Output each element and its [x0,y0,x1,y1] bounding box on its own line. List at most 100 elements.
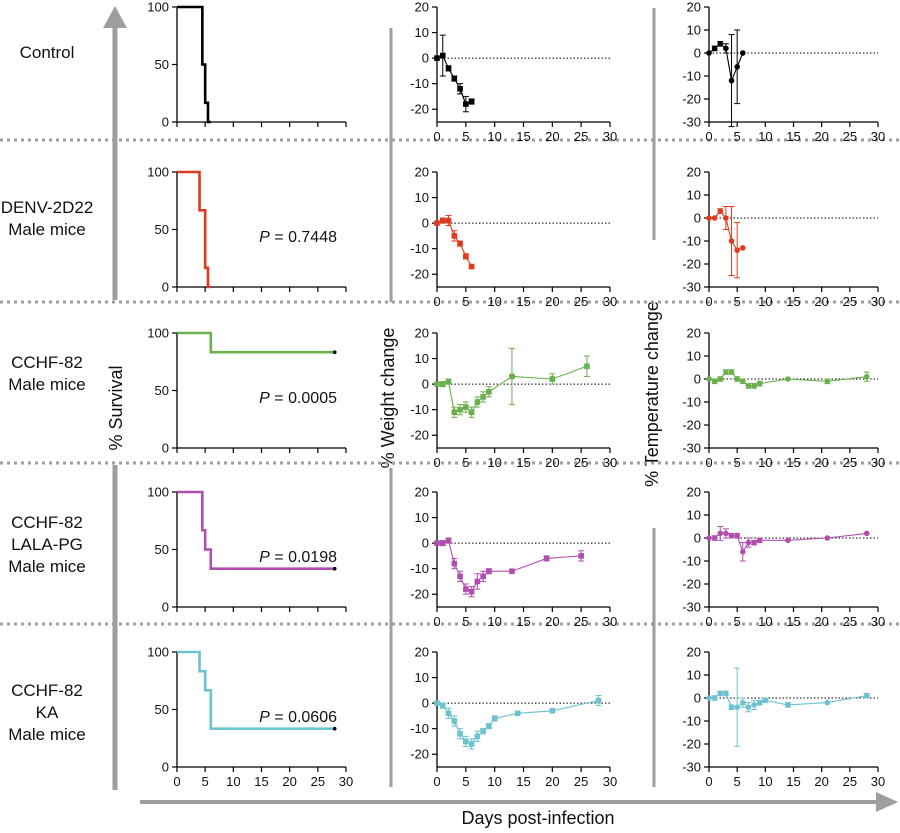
y-tick-label: -20 [682,257,701,272]
y-tick-label: 0 [694,372,701,387]
y-tick-label: -20 [682,577,701,592]
x-tick-label: 10 [487,614,501,629]
data-point [463,404,469,410]
p-value-label: P = 0.0005 [259,390,337,407]
x-tick-label: 0 [705,455,712,470]
x-tick-label: 30 [603,774,617,789]
data-point [734,532,740,539]
y-tick-label: 20 [687,485,701,500]
data-point [723,215,729,221]
panel-survival-row-4: 0 50 100 0 5 10 15 20 25 30 P = 0.0606 [147,645,353,790]
data-point [439,540,446,546]
data-point [740,378,746,385]
data-point [824,699,831,706]
data-point [439,702,446,709]
row-label-line: CCHF-82 [11,681,83,700]
data-point [723,369,729,375]
y-tick-label: 100 [147,0,169,15]
data-point [863,692,870,699]
y-tick-label: 50 [155,542,169,557]
x-tick-label: 5 [462,455,469,470]
data-point [509,373,515,380]
x-tick-label: 25 [843,774,857,789]
data-point [745,704,752,710]
x-tick-label: 15 [254,774,268,789]
data-point [486,388,492,395]
data-point [439,381,446,387]
y-tick-label: -10 [410,241,429,256]
y-tick-label: 0 [422,377,429,392]
row-label-line: Male mice [8,375,85,394]
x-tick-label: 30 [603,129,617,144]
x-tick-label: 10 [226,774,240,789]
y-tick-label: -30 [682,280,701,295]
data-point [706,50,712,56]
x-tick-label: 30 [339,774,353,789]
x-tick-label: 20 [814,614,828,629]
data-point [434,381,440,387]
x-tick-label: 20 [814,294,828,309]
y-tick-label: 20 [415,645,429,660]
x-tick-label: 0 [705,774,712,789]
data-point [463,253,469,260]
data-point [717,530,724,537]
y-tick-label: 100 [147,485,169,500]
data-point [445,65,452,72]
y-tick-label: -10 [682,395,701,410]
p-value: = 0.0005 [270,390,337,407]
x-tick-label: 15 [786,614,800,629]
data-point [480,728,486,735]
censor-mark [332,726,337,731]
x-tick-label: 25 [574,455,588,470]
data-point [734,247,740,253]
data-point [734,376,740,382]
x-tick-label: 10 [487,455,501,470]
data-point [785,537,791,544]
data-point [584,363,590,370]
data-point [468,98,475,105]
data-point [863,530,870,537]
data-point [474,733,481,740]
y-tick-label: -30 [682,760,701,775]
y-tick-label: 10 [687,668,701,683]
data-point [717,41,724,47]
y-tick-label: -20 [682,418,701,433]
p-symbol: P [259,229,270,246]
data-point [706,215,712,221]
y-tick-label: 20 [415,326,429,341]
data-point [711,215,718,221]
x-tick-label: 15 [516,294,530,309]
panel-temperature-row-3: 20 10 0 -10 -20 -30 0 5 10 15 20 25 30 [682,485,885,630]
p-value: = 0.0606 [270,709,337,726]
x-tick-label: 15 [786,294,800,309]
y-tick-label: -20 [410,587,429,602]
panel-weight-row-2: 20 10 0 -10 -20 0 5 10 15 20 25 30 [410,326,617,471]
data-point [445,378,452,385]
data-point [578,553,584,559]
p-value: = 0.7448 [270,229,337,246]
row-label-line: DENV-2D22 [1,198,94,217]
y-tick-label: -20 [410,102,429,117]
data-point [706,695,712,701]
weight-axis-title: % Weight change [378,328,398,469]
p-value-label: P = 0.0606 [259,709,337,726]
y-tick-label: 20 [415,165,429,180]
data-point [734,704,740,710]
row-label-line: CCHF-82 [11,513,83,532]
data-point [762,697,769,704]
data-point [728,369,735,375]
y-tick-label: 10 [415,351,429,366]
data-point [457,85,463,92]
p-value-label: P = 0.7448 [259,229,337,246]
data-point [711,378,718,385]
data-point [468,588,475,595]
x-tick-label: 25 [574,614,588,629]
x-tick-label: 20 [545,455,559,470]
survival-curve [177,170,211,289]
row-label-line: Male mice [8,557,85,576]
x-tick-label: 0 [705,614,712,629]
x-tick-label: 30 [603,614,617,629]
y-tick-label: 0 [422,536,429,551]
y-tick-label: 0 [162,600,169,615]
